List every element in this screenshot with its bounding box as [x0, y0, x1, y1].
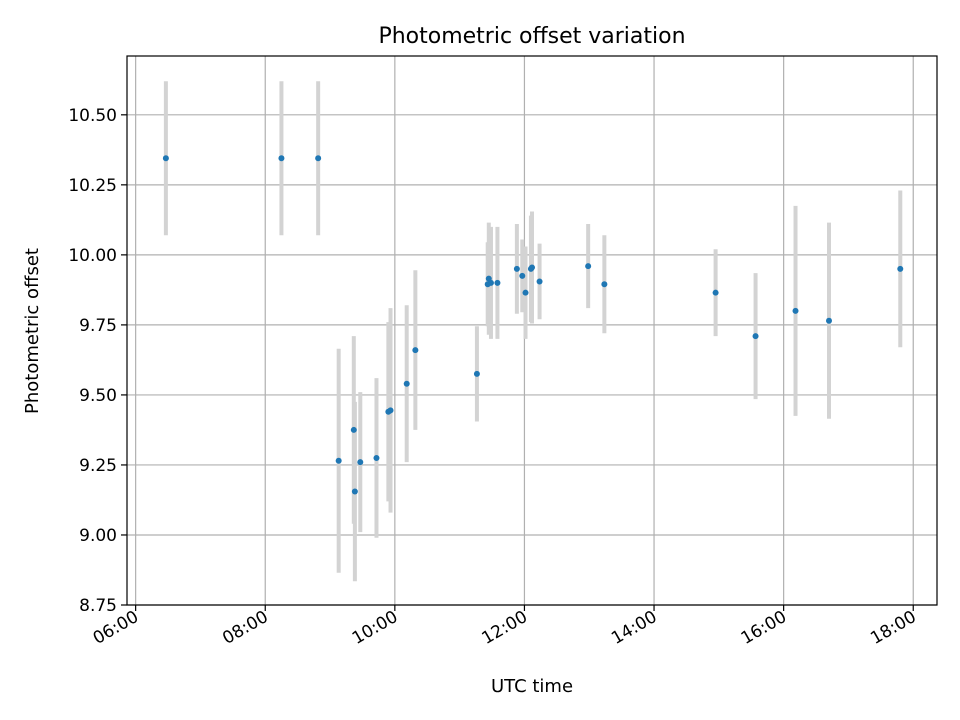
data-point	[826, 317, 832, 324]
data-point	[373, 454, 380, 461]
data-point	[162, 155, 169, 162]
y-tick-label: 8.75	[79, 596, 117, 616]
data-points	[162, 155, 904, 495]
x-axis-label: UTC time	[491, 676, 573, 697]
data-point	[387, 407, 394, 414]
y-tick-label: 9.25	[79, 456, 117, 476]
data-point	[752, 333, 759, 340]
y-tick-label: 9.00	[79, 526, 117, 546]
y-tick-label: 10.00	[68, 246, 117, 266]
data-point	[350, 426, 357, 433]
data-point	[403, 380, 410, 387]
y-tick-label: 10.50	[68, 106, 117, 126]
data-point	[513, 265, 520, 272]
data-point	[412, 347, 419, 354]
y-axis-label: Photometric offset	[22, 248, 43, 414]
data-point	[792, 307, 799, 314]
data-point	[494, 279, 501, 286]
chart-title: Photometric offset variation	[378, 24, 685, 49]
data-point	[601, 281, 608, 288]
data-point	[351, 488, 358, 495]
data-point	[315, 155, 322, 162]
y-tick-label: 9.50	[79, 386, 117, 406]
data-point	[585, 263, 592, 270]
plot-frame	[126, 55, 938, 606]
y-tick-label: 10.25	[68, 176, 117, 196]
data-point	[357, 459, 364, 466]
data-point	[519, 272, 526, 279]
data-point	[278, 155, 285, 162]
y-tick-label: 9.75	[79, 316, 117, 336]
data-point	[536, 278, 543, 285]
data-point	[529, 264, 535, 271]
data-point	[487, 279, 494, 286]
data-point	[473, 370, 480, 377]
data-point	[712, 289, 719, 296]
data-point	[522, 289, 529, 296]
data-point	[335, 457, 342, 464]
data-point	[897, 265, 904, 272]
